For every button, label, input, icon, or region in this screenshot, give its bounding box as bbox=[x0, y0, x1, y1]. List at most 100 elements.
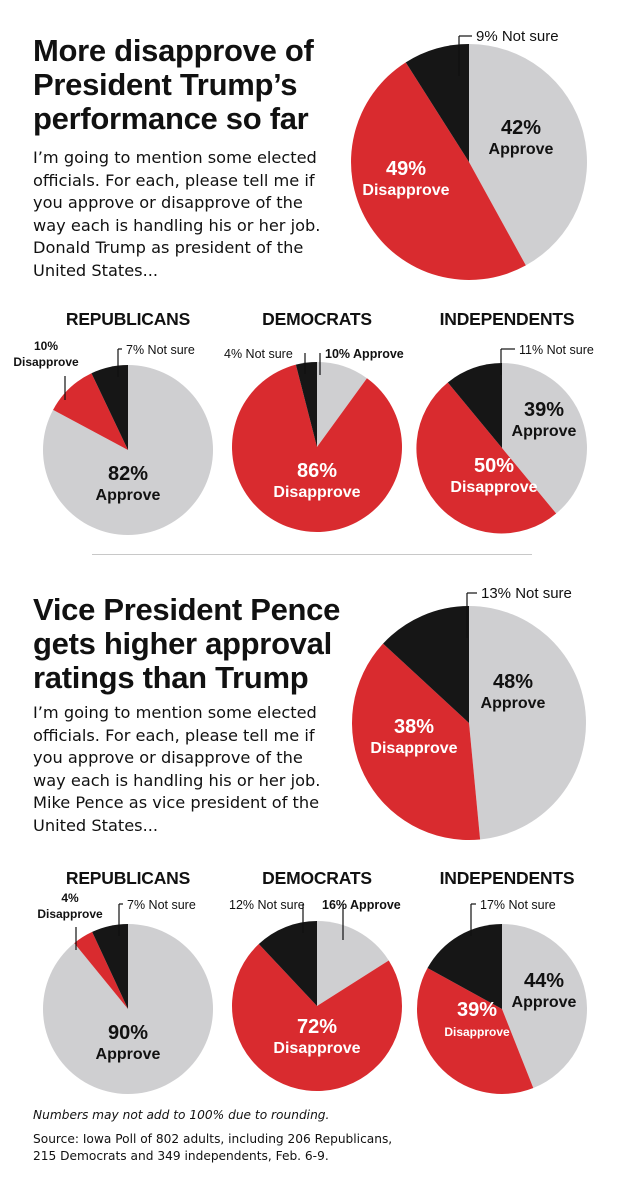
slice-value-approve: 39% bbox=[524, 399, 564, 421]
section2-title: Vice President Pence gets higher approva… bbox=[33, 593, 340, 695]
callout-not-sure: 4% Not sure bbox=[224, 347, 293, 361]
pie-chart-1: 42% Approve 49% Disapprove 9% Not sure bbox=[351, 28, 587, 280]
pie-slice-not-sure bbox=[427, 924, 502, 1009]
pie-slice-approve bbox=[317, 921, 389, 1006]
slice-value-disapprove: 4% bbox=[61, 891, 79, 905]
group-title-republicans-1: REPUBLICANS bbox=[65, 309, 191, 329]
callout-not-sure: 7% Not sure bbox=[127, 898, 196, 912]
pie-slice-disapprove bbox=[74, 931, 128, 1009]
slice-value-approve: 42% bbox=[501, 117, 541, 139]
pie-slice-not-sure bbox=[258, 921, 317, 1006]
pie-slice-not-sure bbox=[447, 363, 502, 448]
slice-value-approve: 44% bbox=[524, 970, 564, 992]
section1-question-line: way each is handling his or her job. bbox=[33, 215, 321, 235]
section1-question-line: Donald Trump as president of the bbox=[33, 238, 304, 258]
section1-question: I’m going to mention some elected offici… bbox=[33, 147, 320, 283]
slice-label-disapprove: Disapprove bbox=[362, 182, 449, 199]
pie-chart-4: 39% Approve 50% Disapprove 11% Not sure bbox=[416, 343, 594, 534]
source-line: Source: Iowa Poll of 802 adults, includi… bbox=[33, 1131, 392, 1165]
rounding-note: Numbers may not add to 100% due to round… bbox=[33, 1108, 330, 1122]
group-title-independents-1: INDEPENDENTS bbox=[439, 309, 575, 329]
group-title-democrats-1: DEMOCRATS bbox=[262, 309, 372, 329]
slice-value-disapprove: 49% bbox=[386, 158, 426, 180]
pie-chart-7: 72% Disapprove 12% Not sure 16% Approve bbox=[229, 898, 403, 1091]
pie-slice-disapprove bbox=[232, 944, 403, 1091]
slice-value-disapprove: 86% bbox=[297, 460, 337, 482]
slice-label-approve: Approve bbox=[96, 487, 161, 504]
slice-label-disapprove: Disapprove bbox=[273, 1040, 360, 1057]
slice-label-approve: Approve bbox=[512, 994, 577, 1011]
slice-label-disapprove: Disapprove bbox=[37, 907, 103, 921]
pie-slice-disapprove bbox=[351, 62, 526, 280]
pie-slice-not-sure bbox=[91, 365, 128, 450]
pie-slice-disapprove bbox=[351, 643, 481, 841]
section1-title-line: performance so far bbox=[33, 101, 309, 136]
section1-title-line: More disapprove of bbox=[33, 33, 314, 68]
pie-chart-8: 44% Approve 39% Disapprove 17% Not sure bbox=[416, 898, 587, 1095]
callout-not-sure: 9% Not sure bbox=[476, 28, 559, 45]
pie-slice-not-sure bbox=[92, 924, 128, 1009]
slice-label-approve: Approve bbox=[512, 423, 577, 440]
callout-approve: 16% Approve bbox=[322, 898, 401, 912]
slice-value-approve: 90% bbox=[108, 1022, 148, 1044]
slice-label-approve: Approve bbox=[489, 141, 554, 158]
pie-slice-disapprove bbox=[416, 968, 534, 1095]
slice-label-disapprove: Disapprove bbox=[13, 355, 79, 369]
slice-value-disapprove: 38% bbox=[394, 716, 434, 738]
pie-chart-2: 82% Approve 10% Disapprove 7% Not sure bbox=[13, 339, 214, 536]
callout-not-sure: 17% Not sure bbox=[480, 898, 556, 912]
callout-not-sure: 11% Not sure bbox=[519, 343, 594, 357]
section2-question: I’m going to mention some elected offici… bbox=[33, 702, 320, 838]
group-title-democrats-2: DEMOCRATS bbox=[262, 868, 372, 888]
section1-question-line: officials. For each, please tell me if bbox=[33, 170, 315, 190]
pie-slice-approve bbox=[469, 606, 586, 840]
section2-title-line: gets higher approval bbox=[33, 626, 332, 661]
section2-question-line: United States... bbox=[33, 815, 159, 835]
section1-question-line: I’m going to mention some elected bbox=[33, 148, 317, 167]
slice-label-disapprove: Disapprove bbox=[273, 484, 360, 501]
slice-label-disapprove: Disapprove bbox=[370, 740, 457, 757]
pie-chart-5: 48% Approve 38% Disapprove 13% Not sure bbox=[351, 585, 586, 841]
section2-question-line: you approve or disapprove of the bbox=[33, 748, 303, 768]
source-text: Source: Iowa Poll of 802 adults, includi… bbox=[33, 1132, 393, 1146]
callout-not-sure: 12% Not sure bbox=[229, 898, 305, 912]
pie-slice-not-sure bbox=[295, 362, 317, 447]
section1-question-line: United States... bbox=[33, 260, 159, 280]
section2-title-line: ratings than Trump bbox=[33, 660, 309, 695]
slice-value-approve: 48% bbox=[493, 671, 533, 693]
pie-slice-approve bbox=[469, 44, 587, 266]
section2-question-line: officials. For each, please tell me if bbox=[33, 725, 315, 745]
slice-label-disapprove: Disapprove bbox=[450, 479, 537, 496]
callout-not-sure: 7% Not sure bbox=[126, 343, 195, 357]
section1-question-line: you approve or disapprove of the bbox=[33, 193, 303, 213]
pie-slice-disapprove bbox=[416, 382, 557, 534]
section2-question-line: way each is handling his or her job. bbox=[33, 770, 321, 790]
slice-value-approve: 82% bbox=[108, 463, 148, 485]
slice-value-disapprove: 72% bbox=[297, 1016, 337, 1038]
pie-slice-approve bbox=[43, 924, 214, 1095]
slice-label-disapprove: Disapprove bbox=[444, 1025, 510, 1039]
pie-slice-approve bbox=[317, 362, 367, 447]
section1-title: More disapprove of President Trump’s per… bbox=[33, 34, 314, 136]
pie-slice-disapprove bbox=[232, 364, 403, 532]
pie-slice-not-sure bbox=[405, 44, 469, 162]
pie-chart-6: 90% Approve 4% Disapprove 7% Not sure bbox=[37, 891, 214, 1095]
pie-slice-approve bbox=[502, 363, 587, 514]
group-title-independents-2: INDEPENDENTS bbox=[439, 868, 575, 888]
group-title-republicans-2: REPUBLICANS bbox=[65, 868, 191, 888]
slice-value-disapprove: 39% bbox=[457, 999, 497, 1021]
source-text: 215 Democrats and 349 independents, Feb.… bbox=[33, 1149, 329, 1163]
pie-slice-disapprove bbox=[53, 373, 128, 450]
pie-slice-approve bbox=[502, 924, 587, 1089]
section1-title-line: President Trump’s bbox=[33, 67, 298, 102]
callout-approve: 10% Approve bbox=[325, 347, 404, 361]
slice-label-approve: Approve bbox=[481, 695, 546, 712]
section-divider bbox=[92, 554, 532, 555]
slice-label-approve: Approve bbox=[96, 1046, 161, 1063]
section2-title-line: Vice President Pence bbox=[33, 592, 341, 627]
slice-value-disapprove: 50% bbox=[474, 455, 514, 477]
pie-slice-not-sure bbox=[383, 606, 469, 723]
pie-chart-3: 86% Disapprove 4% Not sure 10% Approve bbox=[224, 347, 404, 532]
slice-value-disapprove: 10% bbox=[34, 339, 58, 353]
